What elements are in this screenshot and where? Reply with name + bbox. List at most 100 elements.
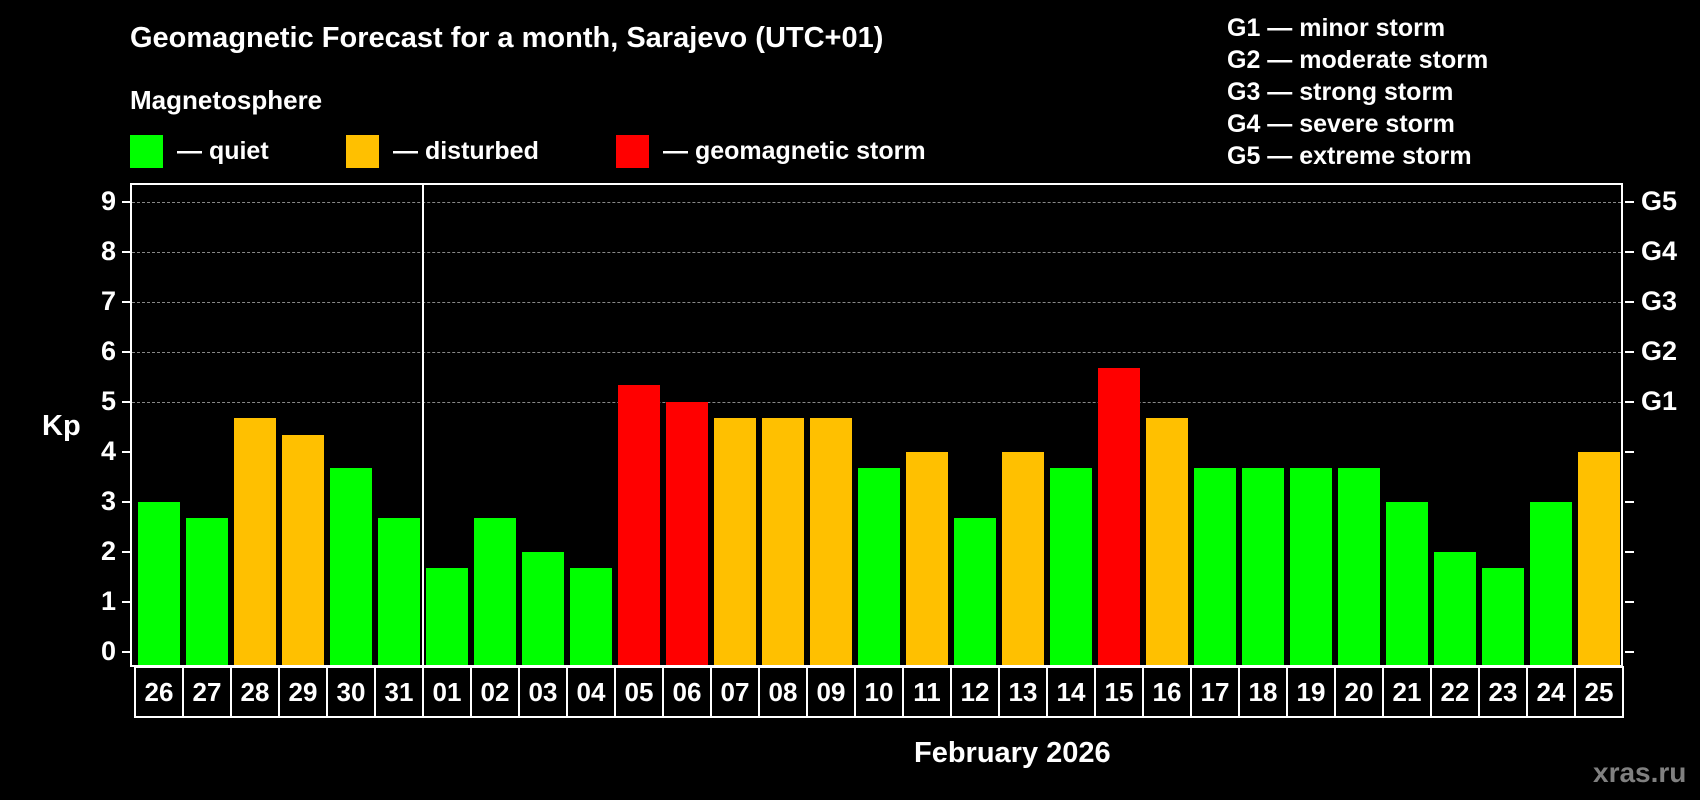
y-tick-label: 6 xyxy=(100,335,116,366)
bar-02 xyxy=(474,518,516,665)
y-tick-label: 8 xyxy=(100,235,116,266)
right-y-tick xyxy=(1625,250,1634,253)
x-axis-label: February 2026 xyxy=(914,737,1111,769)
date-label: 02 xyxy=(472,668,520,716)
date-label: 09 xyxy=(808,668,856,716)
gridline xyxy=(132,401,1621,403)
bar-24 xyxy=(1530,501,1572,665)
g-scale-label: G4 xyxy=(1641,235,1678,266)
date-label: 24 xyxy=(1528,668,1576,716)
storm-scale-legend: G1 — minor storm G2 — moderate storm G3 … xyxy=(1227,12,1488,172)
legend-storm: — geomagnetic storm xyxy=(616,135,926,168)
date-label: 10 xyxy=(856,668,904,716)
g4-legend: G4 — severe storm xyxy=(1227,110,1455,138)
bar-17 xyxy=(1194,468,1236,665)
g-scale-label: G3 xyxy=(1641,285,1678,316)
date-label: 31 xyxy=(376,668,424,716)
date-label: 06 xyxy=(664,668,712,716)
date-label: 17 xyxy=(1192,668,1240,716)
g-scale-label: G1 xyxy=(1641,385,1678,416)
gridline xyxy=(132,201,1621,203)
bar-19 xyxy=(1290,468,1332,665)
y-tick xyxy=(122,600,131,603)
y-tick xyxy=(122,200,131,203)
date-label: 21 xyxy=(1384,668,1432,716)
y-tick xyxy=(122,300,131,303)
date-label: 13 xyxy=(1000,668,1048,716)
date-label: 05 xyxy=(616,668,664,716)
date-label: 01 xyxy=(424,668,472,716)
date-label: 18 xyxy=(1240,668,1288,716)
bar-11 xyxy=(906,451,948,665)
bar-14 xyxy=(1050,468,1092,665)
bar-04 xyxy=(570,568,612,665)
y-tick-label: 2 xyxy=(100,535,116,566)
plot-area xyxy=(130,183,1623,667)
date-label: 11 xyxy=(904,668,952,716)
legend-quiet-label: — quiet xyxy=(177,137,269,165)
y-tick xyxy=(122,350,131,353)
legend-disturbed: — disturbed xyxy=(346,135,539,168)
date-label: 15 xyxy=(1096,668,1144,716)
legend-disturbed-label: — disturbed xyxy=(393,137,539,165)
bar-30 xyxy=(330,468,372,665)
storm-swatch-icon xyxy=(616,135,649,168)
bar-01 xyxy=(426,568,468,665)
date-row: 26 27 28 29 30 31 01 02 03 04 05 06 07 08 09 10 11 12 13 14… xyxy=(134,666,1624,718)
right-y-tick xyxy=(1625,300,1634,303)
bar-10 xyxy=(858,468,900,665)
bar-09 xyxy=(810,418,852,665)
bar-22 xyxy=(1434,551,1476,665)
legend-quiet: — quiet xyxy=(130,135,269,168)
y-tick-label: 5 xyxy=(100,385,116,416)
bar-07 xyxy=(714,418,756,665)
date-label: 16 xyxy=(1144,668,1192,716)
chart-title: Geomagnetic Forecast for a month, Saraje… xyxy=(130,22,884,54)
bar-23 xyxy=(1482,568,1524,665)
y-tick xyxy=(122,500,131,503)
bar-08 xyxy=(762,418,804,665)
date-label: 19 xyxy=(1288,668,1336,716)
bar-20 xyxy=(1338,468,1380,665)
date-label: 07 xyxy=(712,668,760,716)
bar-31 xyxy=(378,518,420,665)
bar-27 xyxy=(186,518,228,665)
date-label: 23 xyxy=(1480,668,1528,716)
right-y-tick xyxy=(1625,650,1634,653)
bar-25 xyxy=(1578,451,1620,665)
y-axis-label: Kp xyxy=(42,410,81,442)
y-tick xyxy=(122,400,131,403)
y-tick-label: 4 xyxy=(100,435,116,466)
date-label: 27 xyxy=(184,668,232,716)
y-tick-label: 0 xyxy=(100,635,116,666)
date-label: 14 xyxy=(1048,668,1096,716)
bar-26 xyxy=(138,501,180,665)
bar-16 xyxy=(1146,418,1188,665)
bar-03 xyxy=(522,551,564,665)
right-y-tick xyxy=(1625,500,1634,503)
y-tick-label: 9 xyxy=(100,185,116,216)
g-scale-label: G2 xyxy=(1641,335,1678,366)
gridline xyxy=(132,301,1621,303)
bar-28 xyxy=(234,418,276,665)
date-label: 26 xyxy=(136,668,184,716)
month-divider xyxy=(422,185,424,665)
gridline xyxy=(132,251,1621,253)
y-tick-label: 1 xyxy=(100,585,116,616)
bar-13 xyxy=(1002,451,1044,665)
g1-legend: G1 — minor storm xyxy=(1227,14,1446,42)
bar-15 xyxy=(1098,368,1140,665)
legend-storm-label: — geomagnetic storm xyxy=(663,137,926,165)
right-y-tick xyxy=(1625,350,1634,353)
date-label: 08 xyxy=(760,668,808,716)
g5-legend: G5 — extreme storm xyxy=(1227,142,1472,170)
right-y-tick xyxy=(1625,550,1634,553)
date-label: 20 xyxy=(1336,668,1384,716)
date-label: 29 xyxy=(280,668,328,716)
y-tick xyxy=(122,550,131,553)
bar-05 xyxy=(618,385,660,665)
date-label: 12 xyxy=(952,668,1000,716)
right-y-tick xyxy=(1625,600,1634,603)
y-tick-label: 7 xyxy=(100,285,116,316)
bar-12 xyxy=(954,518,996,665)
